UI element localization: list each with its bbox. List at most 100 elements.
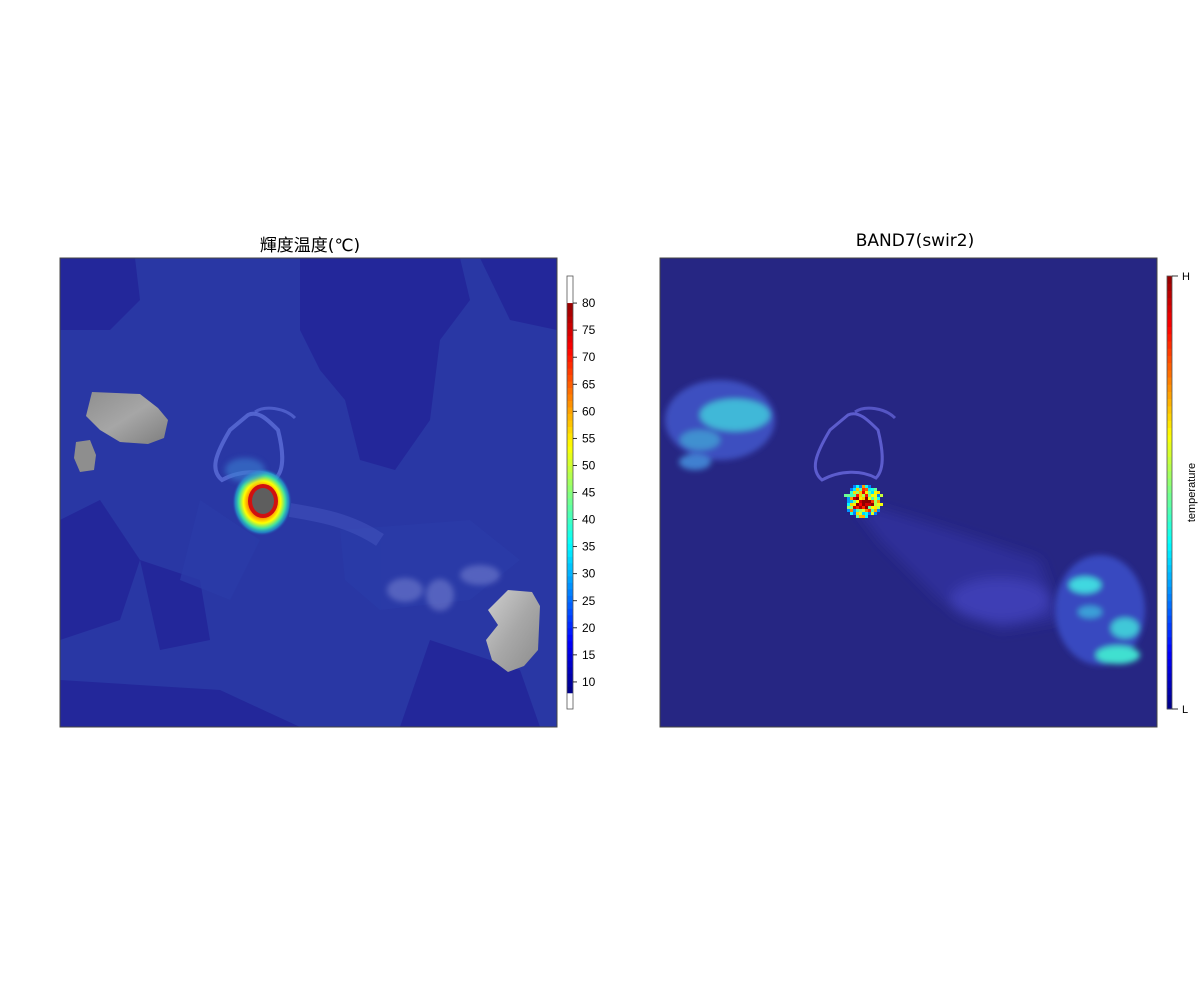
left-colorbar-segment xyxy=(567,504,573,512)
hot-pixel xyxy=(871,488,874,491)
hot-pixel xyxy=(850,491,853,494)
right-colorbar-segment xyxy=(1167,398,1172,407)
left-colorbar-segment xyxy=(567,387,573,395)
right-colorbar-segment xyxy=(1167,355,1172,364)
hot-pixel xyxy=(856,512,859,515)
hot-pixel xyxy=(850,494,853,497)
right-colorbar-segment xyxy=(1167,607,1172,616)
right-colorbar-segment xyxy=(1167,687,1172,696)
left-colorbar: 10 15 20 25 30 35 40 45 50 55 60 65 70 75 80 xyxy=(566,275,596,710)
right-colorbar-segment xyxy=(1167,478,1172,486)
left-colorbar-tick-label: 25 xyxy=(582,594,596,608)
left-colorbar-tick-label: 65 xyxy=(582,377,596,391)
left-colorbar-segment xyxy=(567,621,573,629)
hot-pixel xyxy=(874,503,877,506)
hot-pixel xyxy=(871,506,874,509)
left-colorbar-segment xyxy=(567,556,573,564)
left-colorbar-segment xyxy=(567,660,573,668)
hot-pixel xyxy=(877,491,880,494)
right-colorbar-segment xyxy=(1167,362,1172,371)
right-colorbar-segment xyxy=(1167,449,1172,457)
hot-pixel xyxy=(859,503,862,506)
right-colorbar-segment xyxy=(1167,622,1172,631)
hot-pixel xyxy=(853,494,856,497)
right-colorbar-segment xyxy=(1167,514,1172,522)
right-colorbar-label: temperature xyxy=(1186,463,1198,522)
left-colorbar-tick-label: 40 xyxy=(582,513,596,527)
hot-pixel xyxy=(853,491,856,494)
right-colorbar-segment xyxy=(1167,571,1172,580)
left-colorbar-segment xyxy=(567,393,573,401)
left-colorbar-segment xyxy=(567,530,573,538)
left-panel-title: 輝度温度(℃) xyxy=(259,236,361,256)
left-colorbar-tick-label: 60 xyxy=(582,404,596,418)
right-colorbar-segment xyxy=(1167,333,1172,342)
hot-pixel xyxy=(865,494,868,497)
hot-pixel xyxy=(856,494,859,497)
hot-pixel xyxy=(865,506,868,509)
right-colorbar-segment xyxy=(1167,276,1172,284)
right-colorbar-segment xyxy=(1167,499,1172,508)
right-colorbar-segment xyxy=(1167,600,1172,609)
hot-pixel xyxy=(862,500,865,503)
right-colorbar-segment xyxy=(1167,326,1172,335)
left-colorbar-segment xyxy=(567,601,573,609)
left-colorbar-segment xyxy=(567,517,573,525)
left-colorbar-segment xyxy=(567,666,573,674)
right-colorbar-segment xyxy=(1167,413,1172,421)
right-colorbar-segment xyxy=(1167,586,1172,595)
hot-pixel xyxy=(859,497,862,500)
hot-pixel xyxy=(871,509,874,512)
hot-pixel xyxy=(856,506,859,509)
hot-pixel xyxy=(856,500,859,503)
right-colorbar-tick-label: H xyxy=(1182,271,1190,283)
left-heatmap xyxy=(60,258,557,727)
left-colorbar-segment xyxy=(567,471,573,479)
hot-pixel xyxy=(850,512,853,515)
left-caldera-ridge xyxy=(254,406,297,420)
hot-pixel xyxy=(868,497,871,500)
right-colorbar-segment xyxy=(1167,391,1172,400)
right-colorbar-segment xyxy=(1167,384,1172,392)
right-frame xyxy=(659,257,1158,728)
right-colorbar-segment xyxy=(1167,427,1172,436)
right-colorbar-segment xyxy=(1167,550,1172,558)
left-colorbar-segment xyxy=(567,653,573,661)
right-colorbar-segment xyxy=(1167,680,1172,688)
hot-pixel xyxy=(847,497,850,500)
left-colorbar-segment xyxy=(567,361,573,369)
right-hotspot-pixels xyxy=(844,485,883,518)
right-colorbar-segment xyxy=(1167,521,1172,530)
left-colorbar-segment xyxy=(567,309,573,317)
left-colorbar-tick-label: 20 xyxy=(582,621,596,635)
hot-pixel xyxy=(868,485,871,488)
left-colorbar-segment xyxy=(567,588,573,596)
left-colorbar-segment xyxy=(567,562,573,570)
left-colorbar-segment xyxy=(567,575,573,583)
left-colorbar-segment xyxy=(567,400,573,408)
hot-pixel xyxy=(862,509,865,512)
hot-pixel xyxy=(859,512,862,515)
left-colorbar-tick-label: 50 xyxy=(582,458,596,472)
right-colorbar-segment xyxy=(1167,470,1172,479)
left-colorbar-segment xyxy=(567,413,573,421)
hot-pixel xyxy=(868,509,871,512)
hot-pixel xyxy=(874,491,877,494)
left-colorbar-tick-label: 55 xyxy=(582,431,596,445)
hot-pixel xyxy=(853,506,856,509)
hot-pixel xyxy=(856,497,859,500)
hot-pixel xyxy=(862,503,865,506)
left-colorbar-segment xyxy=(567,608,573,616)
hot-pixel xyxy=(865,488,868,491)
left-cloud-small xyxy=(74,440,96,472)
right-colorbar-segment xyxy=(1167,340,1172,349)
hot-pixel xyxy=(877,497,880,500)
left-colorbar-segment xyxy=(567,582,573,590)
left-cloud-lower xyxy=(486,590,540,672)
right-colorbar-segment xyxy=(1167,528,1172,537)
right-colorbar-segment xyxy=(1167,636,1172,645)
hot-pixel xyxy=(859,491,862,494)
left-colorbar-tick-label: 80 xyxy=(582,296,596,310)
left-colorbar-segment xyxy=(567,322,573,330)
hot-pixel xyxy=(868,512,871,515)
